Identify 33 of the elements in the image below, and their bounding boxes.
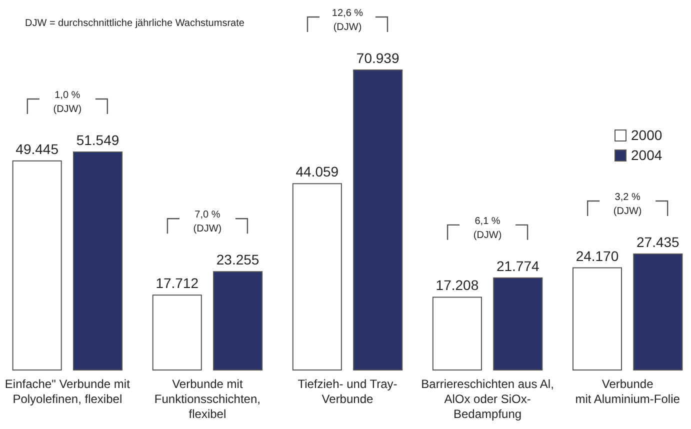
data-label: 44.059 bbox=[296, 164, 339, 180]
data-label: 51.549 bbox=[76, 132, 120, 148]
data-label: 21.774 bbox=[496, 258, 540, 274]
x-tick-label: Verbunde mit Funktionsschichten, flexibel bbox=[154, 377, 260, 421]
bar bbox=[213, 271, 263, 370]
bar bbox=[493, 277, 543, 370]
data-label: 49.445 bbox=[16, 140, 59, 157]
bar bbox=[292, 183, 342, 370]
x-tick-label: Verbunde mit Aluminium-Folie bbox=[575, 377, 680, 406]
bar bbox=[633, 253, 683, 370]
data-label: 27.435 bbox=[636, 234, 680, 250]
x-tick-label: Tiefzieh- und Tray- Verbunde bbox=[298, 377, 398, 406]
legend-label: 2004 bbox=[631, 147, 662, 163]
bar bbox=[152, 294, 202, 370]
legend-label: 2000 bbox=[631, 127, 662, 143]
data-label: 17.208 bbox=[436, 277, 479, 294]
bar bbox=[432, 296, 482, 370]
annotation: 1,0 % (DJW) bbox=[53, 90, 82, 115]
x-tick-label: Einfache" Verbunde mit Polyolefinen, flexibel bbox=[4, 377, 131, 406]
annotation: 6,1 % (DJW) bbox=[473, 216, 502, 241]
data-label: 23.255 bbox=[216, 252, 260, 268]
x-tick-label: Barriereschichten aus Al, AlOx oder SiOx- Bedampfung bbox=[421, 377, 554, 421]
bar bbox=[72, 152, 123, 370]
bar bbox=[353, 70, 403, 370]
text: 12,6 % (DJW) bbox=[332, 8, 364, 33]
bar bbox=[572, 267, 622, 370]
text: DJW = durchschnittliche jährliche Wachstumsrate bbox=[25, 18, 245, 29]
data-label: 70.939 bbox=[356, 50, 400, 66]
bar bbox=[12, 160, 62, 370]
data-label: 17.712 bbox=[156, 275, 199, 292]
annotation: 3,2 % (DJW) bbox=[613, 192, 642, 217]
annotation: 7,0 % (DJW) bbox=[193, 210, 222, 235]
data-label: 24.170 bbox=[576, 248, 619, 264]
